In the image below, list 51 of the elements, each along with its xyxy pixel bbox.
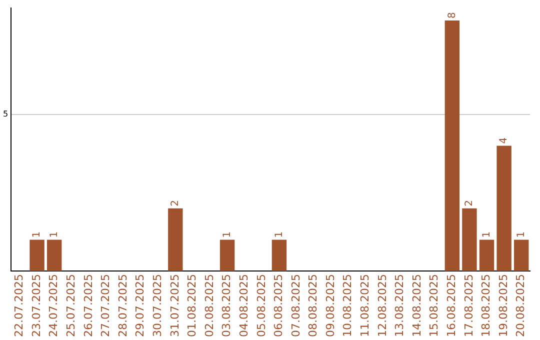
data-label: 2	[170, 200, 182, 206]
bar	[168, 208, 183, 272]
x-tick-label: 14.08.2025	[410, 274, 424, 338]
bar	[479, 240, 494, 272]
bar	[46, 240, 62, 272]
x-tick-label: 07.08.2025	[289, 274, 302, 338]
x-tick-label: 26.07.2025	[82, 274, 95, 338]
x-tick-label: 31.07.2025	[168, 274, 182, 338]
bar	[462, 208, 477, 272]
bar	[444, 20, 460, 272]
y-tick-label: 5	[2, 110, 8, 119]
x-tick-label: 19.08.2025	[496, 274, 510, 338]
x-tick-label: 20.08.2025	[514, 274, 528, 338]
x-tick-label: 11.08.2025	[358, 274, 372, 338]
bar	[272, 240, 287, 272]
x-tick-label: 01.08.2025	[186, 274, 199, 338]
data-label: 2	[464, 200, 476, 206]
x-tick-label: 24.07.2025	[47, 274, 60, 338]
bar	[220, 240, 235, 272]
x-tick-label: 06.08.2025	[272, 274, 286, 338]
x-tick-label: 08.08.2025	[306, 274, 320, 338]
x-tick-label: 10.08.2025	[341, 274, 354, 338]
data-label: 4	[498, 137, 510, 144]
x-tick-label: 25.07.2025	[64, 274, 78, 338]
data-label: 1	[274, 231, 285, 238]
x-tick-label: 15.08.2025	[428, 274, 441, 338]
x-tick-label: 03.08.2025	[220, 274, 234, 338]
x-tick-label: 09.08.2025	[324, 274, 337, 338]
x-tick-label: 23.07.2025	[30, 274, 43, 338]
x-tick-label: 18.08.2025	[480, 274, 493, 338]
bar	[496, 146, 512, 272]
x-tick-label: 27.07.2025	[99, 274, 112, 338]
x-tick-label: 17.08.2025	[462, 274, 476, 338]
x-tick-label: 30.07.2025	[150, 274, 164, 338]
data-label: 1	[32, 231, 43, 238]
x-tick-label: 12.08.2025	[376, 274, 389, 338]
x-tick-label: 02.08.2025	[202, 274, 216, 338]
data-label: 1	[481, 231, 492, 238]
data-label: 1	[516, 231, 527, 238]
x-tick-label: 05.08.2025	[254, 274, 268, 338]
bar	[30, 240, 44, 272]
data-label: 8	[446, 12, 458, 19]
x-tick-label: 29.07.2025	[134, 274, 147, 338]
data-label: 1	[222, 231, 233, 238]
x-tick-label: 28.07.2025	[116, 274, 130, 338]
x-tick-label: 13.08.2025	[393, 274, 406, 338]
data-label: 1	[48, 231, 60, 238]
bar	[514, 240, 529, 272]
x-tick-label: 16.08.2025	[445, 274, 458, 338]
x-tick-label: 22.07.2025	[12, 274, 26, 338]
x-tick-label: 04.08.2025	[237, 274, 250, 338]
